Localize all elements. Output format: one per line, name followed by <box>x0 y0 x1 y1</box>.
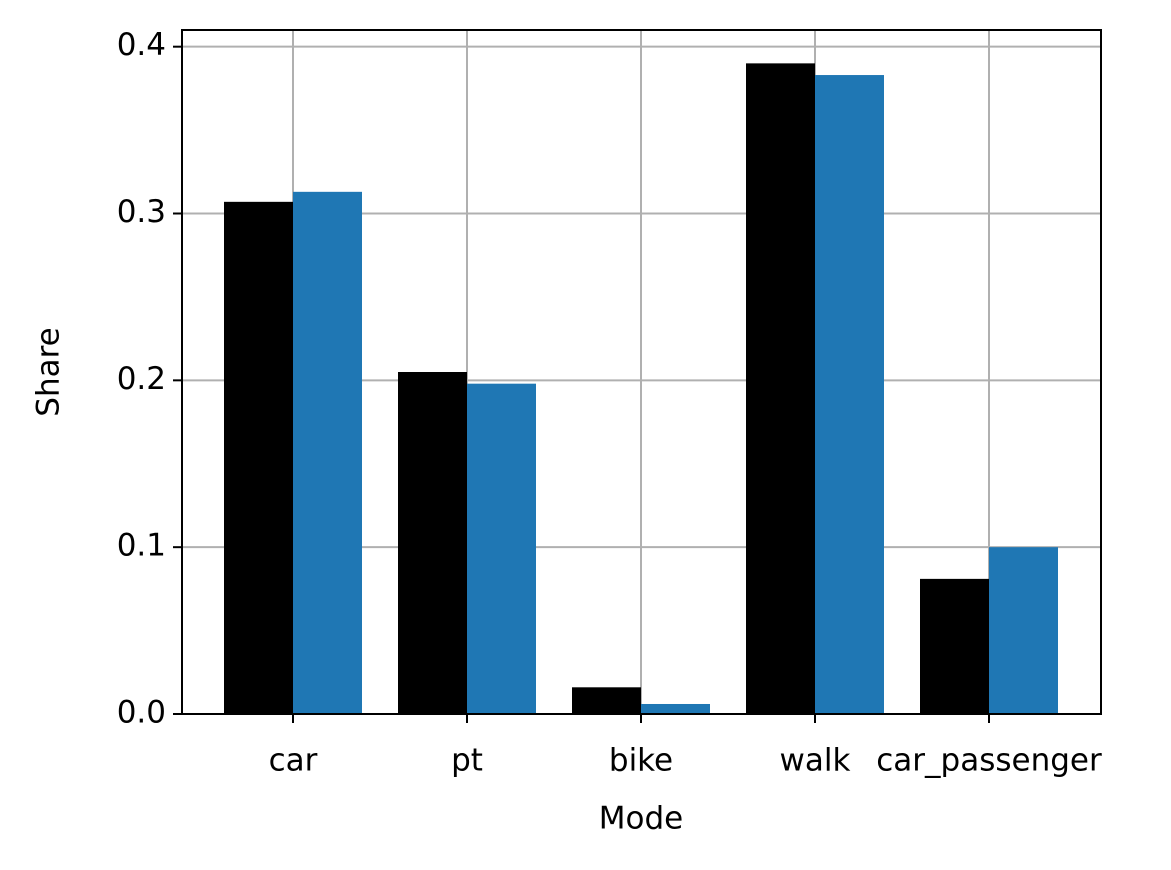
x-tick-label: car <box>269 743 318 779</box>
bar <box>920 578 989 714</box>
x-tick-label: car_passenger <box>876 743 1102 779</box>
x-tick-label: pt <box>451 743 483 779</box>
x-tick-label: bike <box>609 743 673 779</box>
bar <box>641 703 710 714</box>
y-tick-label: 0.2 <box>117 361 166 397</box>
y-axis-label: Share <box>31 327 67 416</box>
plot-frame <box>181 29 1102 715</box>
y-tick-label: 0.4 <box>117 27 166 63</box>
y-tick-label: 0.0 <box>117 695 166 731</box>
y-tick-label: 0.3 <box>117 194 166 230</box>
x-axis-label: Mode <box>599 801 683 837</box>
bar <box>815 75 884 715</box>
bar <box>989 547 1058 714</box>
bar <box>293 191 362 714</box>
x-tick-label: walk <box>780 743 851 779</box>
bar <box>398 372 467 714</box>
bar <box>224 201 293 714</box>
y-tick-label: 0.1 <box>117 528 166 564</box>
bar <box>746 63 815 715</box>
bar <box>467 383 536 714</box>
bar <box>572 687 641 714</box>
